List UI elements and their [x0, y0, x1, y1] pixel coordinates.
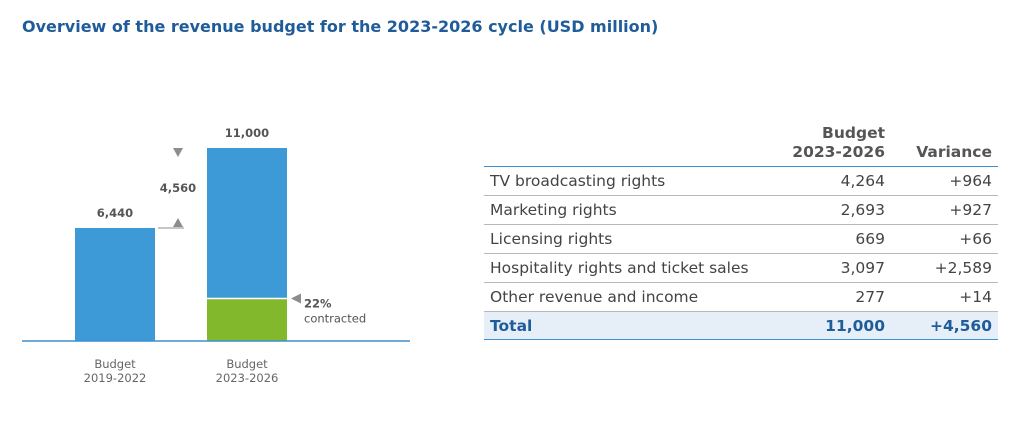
total-budget: 11,000: [790, 311, 891, 340]
chart-title: Overview of the revenue budget for the 2…: [22, 17, 659, 36]
column-header-label: [484, 124, 790, 167]
column-header-variance: Variance: [891, 124, 998, 167]
row-label: Marketing rights: [484, 195, 790, 225]
table-total-row: Total 11,000 +4,560: [484, 311, 998, 340]
variance-arrow-down: [173, 148, 183, 157]
column-header-budget-line-2: 2023-2026: [792, 143, 885, 161]
row-label: TV broadcasting rights: [484, 166, 790, 196]
table-row: Other revenue and income 277 +14: [484, 282, 998, 312]
row-budget: 3,097: [790, 253, 891, 283]
variance-label: 4,560: [160, 181, 196, 195]
table-row: Marketing rights 2,693 +927: [484, 195, 998, 225]
table-row: Hospitality rights and ticket sales 3,09…: [484, 253, 998, 283]
total-label: Total: [484, 311, 790, 340]
contracted-text-label: contracted: [304, 312, 366, 326]
category-label: 2019-2022: [84, 371, 147, 385]
bar-value-label: 11,000: [225, 126, 269, 140]
bar-value-label: 6,440: [97, 206, 133, 220]
bar: [75, 228, 155, 341]
row-budget: 2,693: [790, 195, 891, 225]
row-budget: 4,264: [790, 166, 891, 196]
contracted-segment: [207, 298, 287, 341]
row-variance: +2,589: [891, 253, 998, 283]
table-row: Licensing rights 669 +66: [484, 224, 998, 254]
row-label: Licensing rights: [484, 224, 790, 254]
row-label: Other revenue and income: [484, 282, 790, 312]
row-variance: +14: [891, 282, 998, 312]
row-variance: +964: [891, 166, 998, 196]
column-header-variance-line: Variance: [916, 143, 992, 161]
row-budget: 277: [790, 282, 891, 312]
category-label: Budget: [226, 357, 268, 371]
revenue-table: Budget 2023-2026 Variance TV broadcastin…: [484, 124, 998, 340]
row-budget: 669: [790, 224, 891, 254]
row-variance: +66: [891, 224, 998, 254]
contracted-percent-label: 22%: [304, 297, 332, 311]
column-header-budget-line-1: Budget: [822, 124, 885, 142]
budget-bar-chart: 6,440Budget2019-202211,000Budget2023-202…: [22, 126, 410, 385]
variance-arrow-up: [173, 218, 183, 228]
column-header-budget: Budget 2023-2026: [790, 124, 891, 167]
row-label: Hospitality rights and ticket sales: [484, 253, 790, 283]
category-label: Budget: [94, 357, 136, 371]
total-variance: +4,560: [891, 311, 998, 340]
row-variance: +927: [891, 195, 998, 225]
contracted-marker: [291, 293, 301, 304]
table-header-row: Budget 2023-2026 Variance: [484, 124, 998, 167]
category-label: 2023-2026: [216, 371, 279, 385]
table-row: TV broadcasting rights 4,264 +964: [484, 166, 998, 196]
